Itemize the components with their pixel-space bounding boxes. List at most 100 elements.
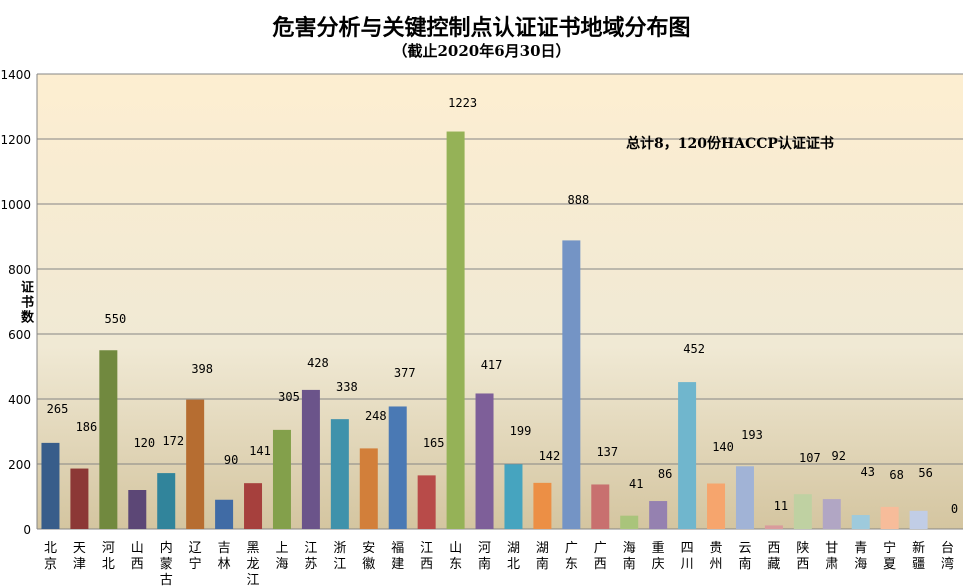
bar-福建 <box>388 406 407 529</box>
data-label: 68 <box>889 468 903 482</box>
data-label: 86 <box>658 467 672 481</box>
x-tick-label: 天津 <box>73 541 86 572</box>
chart-title: 危害分析与关键控制点认证证书地域分布图 <box>272 15 691 41</box>
data-label: 193 <box>741 428 763 442</box>
x-tick-label: 四川 <box>681 541 694 572</box>
data-label: 107 <box>799 451 821 465</box>
data-label: 142 <box>539 449 561 463</box>
bar-北京 <box>41 442 60 529</box>
x-tick-label: 海南 <box>623 541 636 572</box>
x-tick-label: 山东 <box>449 541 462 572</box>
x-tick-label: 山西 <box>131 541 144 572</box>
data-label: 417 <box>481 358 503 372</box>
data-label: 1223 <box>448 96 477 110</box>
bar-山东 <box>446 131 465 529</box>
x-tick-label: 上海 <box>275 541 288 572</box>
data-label: 172 <box>162 434 184 448</box>
data-label: 550 <box>105 312 127 326</box>
bar-陕西 <box>793 494 812 529</box>
data-label: 92 <box>832 449 846 463</box>
data-label: 338 <box>336 380 358 394</box>
y-tick-label: 600 <box>8 328 31 342</box>
bar-内蒙古 <box>157 473 176 529</box>
data-label: 377 <box>394 366 416 380</box>
y-tick-label: 400 <box>8 393 31 407</box>
x-tick-label: 浙江 <box>333 541 346 572</box>
data-label: 120 <box>133 436 155 450</box>
y-tick-label: 1400 <box>0 68 31 82</box>
bar-云南 <box>735 466 754 529</box>
x-tick-label: 广东 <box>565 541 578 572</box>
bar-甘肃 <box>822 499 841 529</box>
data-label: 0 <box>951 502 958 516</box>
x-tick-label: 黑龙江 <box>247 541 260 588</box>
y-tick-label: 800 <box>8 263 31 277</box>
bar-辽宁 <box>186 399 205 529</box>
bar-四川 <box>678 382 697 529</box>
bar-海南 <box>620 515 639 529</box>
x-tick-label: 安徽 <box>362 541 375 572</box>
bar-河北 <box>99 350 118 529</box>
data-label: 56 <box>918 466 932 480</box>
y-axis-label: 证书数 <box>18 280 33 325</box>
x-tick-label: 辽宁 <box>189 541 202 572</box>
bar-湖南 <box>533 482 552 529</box>
data-label: 265 <box>47 402 69 416</box>
bar-广东 <box>562 240 581 529</box>
y-tick-label: 1200 <box>0 133 31 147</box>
x-tick-label: 甘肃 <box>825 541 838 572</box>
x-tick-label: 湖南 <box>536 541 549 572</box>
bar-吉林 <box>215 499 234 529</box>
x-tick-label: 河南 <box>478 541 491 572</box>
bar-浙江 <box>330 419 349 529</box>
x-tick-label: 江苏 <box>304 541 317 572</box>
data-label: 186 <box>76 420 98 434</box>
x-tick-label: 福建 <box>391 541 404 572</box>
data-label: 137 <box>596 445 618 459</box>
x-tick-label: 宁夏 <box>883 540 896 572</box>
data-label: 888 <box>568 193 590 207</box>
data-label: 141 <box>249 444 271 458</box>
x-tick-label: 吉林 <box>218 541 231 572</box>
total-annotation: 总计8，120份HACCP认证证书 <box>626 135 834 152</box>
y-tick-label: 1000 <box>0 198 31 212</box>
x-tick-label: 河北 <box>102 541 115 572</box>
data-label: 305 <box>278 390 300 404</box>
bar-黑龙江 <box>244 483 263 529</box>
x-tick-label: 江西 <box>420 541 433 572</box>
x-tick-label: 广西 <box>594 541 607 572</box>
bar-广西 <box>591 484 610 529</box>
bar-新疆 <box>909 510 928 529</box>
bar-西藏 <box>764 525 783 529</box>
x-tick-label: 内蒙古 <box>160 540 173 588</box>
data-label: 90 <box>224 453 238 467</box>
x-tick-label: 陕西 <box>796 541 809 572</box>
x-tick-label: 新疆 <box>912 540 925 572</box>
data-label: 248 <box>365 409 387 423</box>
bar-湖北 <box>504 464 523 529</box>
data-label: 11 <box>774 499 788 513</box>
x-tick-label: 台湾 <box>941 541 954 572</box>
chart-subtitle: （截止2020年6月30日） <box>392 42 571 60</box>
data-label: 398 <box>191 362 213 376</box>
x-tick-label: 西藏 <box>767 541 780 572</box>
data-label: 41 <box>629 477 643 491</box>
bar-上海 <box>272 429 291 529</box>
data-label: 428 <box>307 356 329 370</box>
bar-宁夏 <box>880 506 899 529</box>
x-tick-label: 云南 <box>738 541 751 572</box>
x-tick-label: 青海 <box>854 541 867 572</box>
y-tick-label: 0 <box>23 523 31 537</box>
bar-江苏 <box>301 389 320 529</box>
bar-天津 <box>70 468 89 529</box>
bar-重庆 <box>649 501 668 529</box>
bar-河南 <box>475 393 494 529</box>
x-tick-label: 北京 <box>44 541 57 572</box>
bar-江西 <box>417 475 436 529</box>
bar-安徽 <box>359 448 378 529</box>
bar-青海 <box>851 515 870 529</box>
data-label: 452 <box>683 342 705 356</box>
bar-贵州 <box>707 483 726 529</box>
x-tick-label: 湖北 <box>507 541 520 572</box>
